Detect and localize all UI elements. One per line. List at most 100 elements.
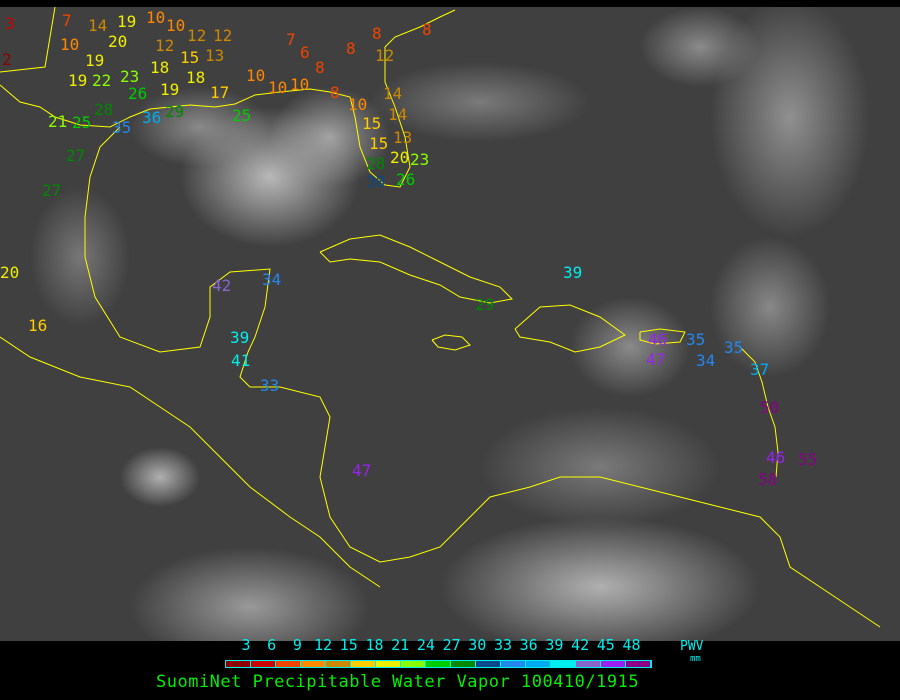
station-pwv-value: 58 — [758, 470, 778, 489]
lesser-antilles — [739, 346, 779, 478]
legend-color-segment — [551, 661, 576, 667]
station-pwv-value: 20 — [108, 32, 128, 51]
station-pwv-value: 39 — [563, 263, 583, 282]
satellite-map: 3 2 7 10 14 19 20 10 10 12 12 12 19 19 22 23 26 18 15 13 19 1… — [0, 7, 900, 641]
station-pwv-value: 10 — [348, 95, 368, 114]
coastlines — [0, 7, 881, 628]
station-pwv-value: 14 — [88, 16, 108, 35]
legend-unit-label: PWV — [680, 639, 704, 654]
coastline-hispaniola — [514, 304, 626, 353]
station-pwv-value: 14 — [383, 84, 403, 103]
legend-tick: 36 — [519, 636, 538, 654]
legend-color-segment — [251, 661, 276, 667]
legend-unit: mm — [690, 654, 701, 664]
legend-color-segment — [226, 661, 251, 667]
station-pwv-value: 2 — [2, 50, 12, 69]
legend-color-segment — [276, 661, 301, 667]
legend-color-segment — [501, 661, 526, 667]
station-pwv-value: 7 — [286, 30, 296, 49]
coastline-puerto-rico — [639, 328, 686, 345]
station-pwv-value: 46 — [766, 448, 786, 467]
legend-tick: 3 — [241, 636, 251, 654]
station-pwv-value: 10 — [60, 35, 80, 54]
station-pwv-value: 50 — [760, 398, 780, 417]
legend-tick: 42 — [571, 636, 590, 654]
pwv-legend: 3 6 9 12 15 18 21 24 27 30 33 36 39 42 45 48 — [0, 636, 900, 700]
legend-tick: 30 — [468, 636, 487, 654]
station-pwv-value: 7 — [62, 11, 72, 30]
station-pwv-value: 47 — [646, 350, 666, 369]
legend-color-segment — [426, 661, 451, 667]
coastline-cuba — [319, 234, 514, 304]
station-pwv-value: 37 — [750, 360, 770, 379]
station-pwv-value: 12 — [213, 26, 233, 45]
legend-tick: 12 — [314, 636, 333, 654]
station-pwv-value: 26 — [128, 84, 148, 103]
station-pwv-value: 3 — [5, 14, 15, 33]
station-pwv-value: 23 — [410, 150, 430, 169]
legend-tick: 45 — [596, 636, 615, 654]
color-scale-bar — [225, 660, 652, 668]
station-pwv-value: 6 — [300, 43, 310, 62]
legend-color-segment — [601, 661, 626, 667]
station-pwv-value: 41 — [231, 351, 251, 370]
legend-color-segment — [326, 661, 351, 667]
station-pwv-value: 18 — [186, 68, 206, 87]
legend-color-segment — [376, 661, 401, 667]
map-title: SuomiNet Precipitable Water Vapor 100410… — [156, 672, 640, 692]
station-pwv-value: 42 — [212, 276, 232, 295]
station-pwv-value: 13 — [393, 128, 413, 147]
coastline-pacific — [0, 336, 381, 588]
station-pwv-value: 15 — [362, 114, 382, 133]
legend-color-segment — [576, 661, 601, 667]
station-pwv-value: 22 — [92, 71, 112, 90]
station-pwv-value: 36 — [142, 108, 162, 127]
station-pwv-value: 14 — [388, 105, 408, 124]
station-pwv-value: 27 — [66, 146, 86, 165]
station-pwv-value: 25 — [72, 113, 92, 132]
station-pwv-value: 30 — [366, 172, 386, 191]
legend-color-segment — [476, 661, 501, 667]
legend-tick: 6 — [267, 636, 277, 654]
legend-color-segment — [301, 661, 326, 667]
station-pwv-value: 33 — [260, 376, 280, 395]
station-pwv-value: 12 — [187, 26, 207, 45]
station-pwv-value: 34 — [696, 351, 716, 370]
station-pwv-value: 35 — [112, 118, 132, 137]
coastline-gulf — [0, 9, 456, 188]
station-pwv-value: 15 — [180, 48, 200, 67]
legend-color-segment — [626, 661, 651, 667]
legend-color-segment — [451, 661, 476, 667]
station-pwv-value: 8 — [315, 58, 325, 77]
station-pwv-value: 10 — [166, 16, 186, 35]
station-pwv-value: 10 — [290, 75, 310, 94]
station-pwv-value: 35 — [686, 330, 706, 349]
station-pwv-value: 19 — [85, 51, 105, 70]
coastline-mexico — [84, 126, 881, 628]
station-pwv-value: 10 — [268, 78, 288, 97]
station-pwv-value: 8 — [372, 24, 382, 43]
station-pwv-value: 10 — [146, 8, 166, 27]
legend-color-segment — [351, 661, 376, 667]
station-pwv-value: 55 — [798, 450, 818, 469]
station-pwv-value: 10 — [246, 66, 266, 85]
station-pwv-value: 8 — [422, 20, 432, 39]
legend-color-segment — [401, 661, 426, 667]
station-pwv-value: 19 — [117, 12, 137, 31]
station-pwv-value: 47 — [352, 461, 372, 480]
coastline-jamaica — [431, 334, 471, 351]
station-pwv-value: 12 — [155, 36, 175, 55]
station-pwv-value: 29 — [165, 102, 185, 121]
station-pwv-value: 34 — [262, 270, 282, 289]
station-pwv-value: 17 — [210, 83, 230, 102]
station-pwv-value: 28 — [366, 154, 386, 173]
legend-tick: 33 — [493, 636, 513, 654]
station-pwv-value: 46 — [648, 330, 668, 349]
station-pwv-value: 35 — [724, 338, 744, 357]
station-pwv-value: 21 — [48, 112, 68, 131]
legend-tick: 48 — [622, 636, 641, 654]
station-pwv-value: 28 — [94, 100, 114, 119]
station-pwv-value: 27 — [42, 181, 62, 200]
station-pwv-value: 26 — [396, 170, 416, 189]
